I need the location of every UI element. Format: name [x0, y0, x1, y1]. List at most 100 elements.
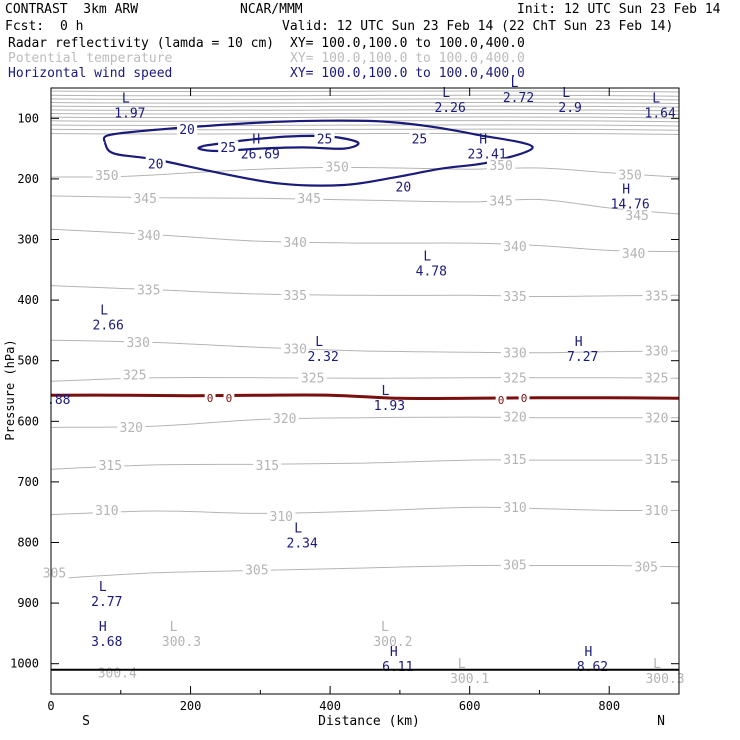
wind-contour-label-bg	[409, 131, 430, 147]
theta-contour-320	[51, 416, 679, 428]
wind-extremum-L: L	[294, 522, 302, 537]
theta-label-340: 340	[283, 236, 306, 251]
theta-label-325: 325	[123, 368, 146, 383]
wind-extremum-L: L	[562, 86, 570, 101]
wind-contour-label-bg	[314, 131, 335, 147]
wind-extremum-L: L	[652, 91, 660, 106]
plot-frame	[50, 87, 680, 695]
theta-upper-contour	[51, 128, 679, 131]
reflectivity-label: 0	[521, 392, 528, 405]
theta-label-320-bg	[270, 411, 299, 426]
theta-contour-325	[51, 376, 679, 382]
y-tick-label: 100	[17, 111, 39, 125]
wind-contour-label: 20	[148, 157, 164, 172]
wind-contour-label-bg	[145, 156, 166, 171]
theta-label-330: 330	[645, 345, 668, 360]
wind-extremum-H: H	[585, 645, 593, 660]
theta-upper-contour	[51, 109, 679, 112]
wind-extremum-L: L	[442, 86, 450, 101]
theta-label-345-bg	[295, 191, 324, 206]
wind-extremum-value: 2.34	[287, 537, 318, 552]
x-tick-label: 200	[180, 699, 202, 713]
theta-label-345-bg	[486, 193, 516, 208]
theta-label-330-bg	[281, 341, 310, 356]
theta-label-310-bg	[642, 503, 671, 518]
wind-contour-label-bg	[177, 122, 198, 137]
wind-extremum-value: 26.69	[241, 148, 280, 163]
theta-label-325-bg	[500, 370, 530, 385]
theta-label-335-bg	[642, 288, 671, 304]
y-tick-label: 1000	[10, 657, 39, 671]
theta-upper-contour	[51, 98, 679, 101]
wind-extremum-L: L	[100, 303, 108, 318]
field-wind-name: Horizontal wind speed	[8, 66, 173, 81]
wind-extremum-value: 2.9	[558, 101, 581, 116]
theta-label-310-bg	[500, 500, 530, 515]
y-tick-label: 800	[17, 536, 39, 550]
wind-extremum-H: H	[252, 133, 260, 148]
x-end-label-south: S	[82, 714, 90, 729]
theta-label-345: 345	[625, 209, 648, 224]
theta-label-305: 305	[634, 560, 657, 575]
wind-contour-label-bg	[393, 179, 414, 194]
wind-extremum-L: L	[122, 91, 130, 106]
theta-extremum-value: 300.3	[162, 635, 201, 650]
theta-label-345: 345	[297, 192, 320, 207]
theta-label-335: 335	[283, 289, 306, 304]
valid-time: Valid: 12 UTC Sun 23 Feb 14 (22 ChT Sun …	[282, 19, 674, 34]
wind-extremum-value: 23.41	[468, 148, 507, 163]
wind-extremum-value: 7.27	[567, 350, 598, 365]
theta-label-330-bg	[124, 335, 153, 350]
y-tick-label: 400	[17, 293, 39, 307]
wind-contour-20	[102, 119, 534, 187]
theta-label-330: 330	[283, 342, 306, 357]
theta-label-305: 305	[503, 559, 526, 574]
theta-label-320: 320	[645, 411, 668, 426]
theta-label-310: 310	[270, 510, 293, 525]
theta-extremum-L: L	[381, 620, 389, 635]
y-tick-label: 300	[17, 233, 39, 247]
theta-label-345-bg	[623, 208, 652, 223]
theta-label-305-bg	[500, 557, 530, 573]
reflectivity-label: 0	[498, 394, 505, 407]
theta-label-320: 320	[273, 412, 296, 427]
theta-label-320-bg	[500, 409, 530, 425]
wind-extremum-value: 6.11	[382, 660, 413, 675]
x-tick-label: 600	[459, 699, 481, 713]
y-tick-label: 900	[17, 596, 39, 610]
wind-extremum-L: L	[423, 250, 431, 265]
theta-label-340: 340	[622, 247, 645, 262]
x-tick-label: 0	[47, 699, 54, 713]
theta-contour-350	[51, 166, 679, 178]
theta-label-305-bg	[242, 562, 271, 577]
theta-extremum-value: 300.2	[373, 635, 412, 650]
wind-extremum-value: 1.97	[114, 106, 145, 121]
x-axis-label: Distance (km)	[318, 714, 420, 729]
theta-label-320-bg	[642, 410, 671, 425]
wind-extremum-value: 2.77	[91, 595, 122, 610]
theta-label-325: 325	[645, 371, 668, 386]
theta-label-325-bg	[642, 370, 671, 385]
field-theta-name: Potential temperature	[8, 51, 173, 66]
theta-upper-contour	[51, 90, 679, 93]
wind-contour-label: 25	[317, 133, 333, 148]
wind-extremum-value: 2.32	[307, 350, 338, 365]
theta-label-340-bg	[619, 246, 648, 261]
theta-extremum-L: L	[653, 657, 661, 672]
theta-label-350-bg	[486, 158, 516, 173]
wind-contour-label: 20	[396, 180, 412, 195]
wind-contour-25	[197, 134, 360, 153]
y-tick-label: 700	[17, 475, 39, 489]
theta-label-325: 325	[503, 371, 526, 386]
theta-label-310: 310	[503, 501, 526, 516]
theta-extremum-L: L	[458, 657, 466, 672]
wind-extremum-H: H	[479, 133, 487, 148]
theta-contour-310	[51, 506, 679, 516]
wind-extremum-value: 2.66	[93, 318, 124, 333]
reflectivity-label-bg	[204, 392, 216, 405]
theta-label-330: 330	[503, 347, 526, 362]
edge-label: .88	[47, 393, 70, 408]
x-tick-label: 800	[598, 699, 620, 713]
wind-extremum-H: H	[99, 620, 107, 635]
theta-contour-315	[51, 459, 679, 470]
